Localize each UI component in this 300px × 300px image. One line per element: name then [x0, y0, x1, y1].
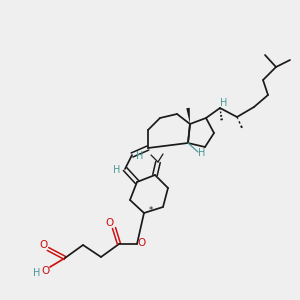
Text: O: O — [40, 240, 48, 250]
Text: O: O — [138, 238, 146, 248]
Text: H: H — [33, 268, 41, 278]
Text: O: O — [42, 266, 50, 276]
Text: O: O — [106, 218, 114, 228]
Text: H: H — [113, 165, 121, 175]
Text: H: H — [220, 98, 228, 108]
Text: H: H — [198, 148, 206, 158]
Text: H: H — [136, 151, 144, 161]
Polygon shape — [186, 108, 190, 124]
Text: *: * — [149, 206, 153, 215]
